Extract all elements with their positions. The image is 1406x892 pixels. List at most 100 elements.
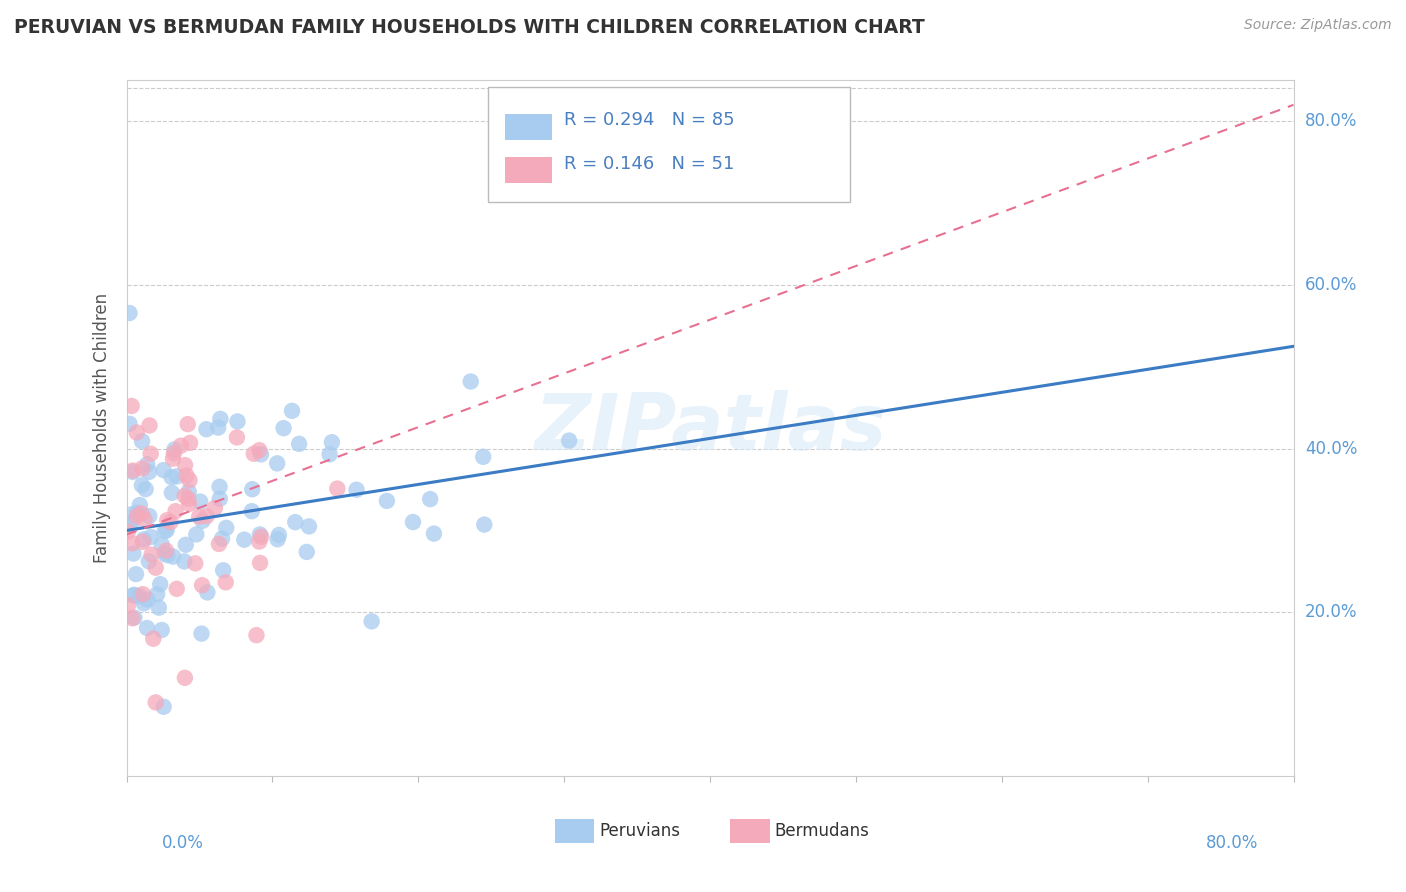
Point — [215, 521, 238, 535]
Point — [174, 458, 197, 472]
Y-axis label: Family Households with Children: Family Households with Children — [93, 293, 111, 563]
Point — [146, 587, 169, 601]
FancyBboxPatch shape — [730, 819, 769, 843]
Point — [208, 537, 231, 551]
Point — [472, 450, 495, 464]
Point — [163, 446, 186, 460]
Point — [138, 509, 160, 524]
Point — [346, 483, 368, 497]
Point — [209, 412, 232, 426]
Point — [139, 447, 162, 461]
Point — [141, 548, 163, 562]
Point — [136, 621, 159, 635]
Point — [190, 626, 212, 640]
Point — [159, 515, 181, 529]
Point — [250, 447, 273, 461]
Point — [266, 533, 288, 547]
Point — [240, 504, 263, 518]
Text: Peruvians: Peruvians — [599, 822, 681, 840]
Point — [321, 435, 343, 450]
Point — [131, 434, 153, 449]
Point — [156, 523, 179, 537]
FancyBboxPatch shape — [555, 819, 595, 843]
Text: R = 0.146   N = 51: R = 0.146 N = 51 — [564, 155, 734, 173]
Point — [179, 435, 201, 450]
Point — [117, 524, 139, 539]
Point — [152, 463, 174, 477]
Point — [174, 671, 197, 685]
Point — [155, 543, 177, 558]
Point — [145, 695, 167, 709]
Point — [163, 442, 186, 457]
Point — [153, 524, 176, 539]
Point — [184, 557, 207, 571]
Point — [298, 519, 321, 533]
Point — [191, 578, 214, 592]
Point — [247, 534, 270, 549]
Point — [284, 515, 307, 529]
Point — [247, 443, 270, 458]
Point — [173, 489, 195, 503]
Point — [166, 469, 188, 483]
Point — [326, 482, 349, 496]
Text: ZIPatlas: ZIPatlas — [534, 390, 886, 467]
Text: PERUVIAN VS BERMUDAN FAMILY HOUSEHOLDS WITH CHILDREN CORRELATION CHART: PERUVIAN VS BERMUDAN FAMILY HOUSEHOLDS W… — [14, 18, 925, 37]
Point — [160, 470, 183, 484]
Point — [118, 417, 141, 431]
Point — [136, 592, 159, 607]
Point — [281, 404, 304, 418]
Point — [120, 516, 142, 530]
Point — [174, 538, 197, 552]
Point — [211, 532, 233, 546]
Point — [267, 528, 290, 542]
Point — [249, 527, 271, 541]
Point — [118, 306, 141, 320]
Point — [120, 518, 142, 533]
Point — [131, 507, 153, 521]
Point — [195, 585, 218, 599]
Point — [121, 536, 143, 550]
Point — [240, 482, 263, 496]
Point — [125, 509, 148, 524]
Point — [243, 447, 266, 461]
Point — [419, 492, 441, 507]
Point — [132, 587, 155, 601]
Point — [177, 497, 200, 511]
Point — [156, 548, 179, 562]
Point — [188, 494, 211, 508]
Point — [121, 611, 143, 625]
Point — [131, 478, 153, 492]
Point — [249, 556, 271, 570]
Point — [125, 506, 148, 520]
Point — [360, 615, 382, 629]
Point — [318, 447, 340, 461]
Point — [558, 434, 581, 448]
Point — [138, 554, 160, 568]
Point — [204, 500, 226, 515]
Text: 60.0%: 60.0% — [1305, 276, 1358, 294]
Point — [124, 588, 146, 602]
Point — [166, 582, 188, 596]
Point — [156, 513, 179, 527]
Point — [132, 596, 155, 610]
Point — [160, 485, 183, 500]
FancyBboxPatch shape — [488, 87, 851, 202]
Text: 0.0%: 0.0% — [162, 834, 204, 852]
Point — [245, 628, 267, 642]
Text: R = 0.294   N = 85: R = 0.294 N = 85 — [564, 111, 735, 129]
Point — [191, 514, 214, 528]
Point — [120, 508, 142, 522]
Point — [233, 533, 256, 547]
Point — [266, 456, 288, 470]
Text: 20.0%: 20.0% — [1305, 603, 1358, 622]
Point — [273, 421, 295, 435]
Point — [121, 399, 143, 413]
Point — [288, 437, 311, 451]
Point — [134, 512, 156, 526]
Point — [138, 465, 160, 479]
Text: Bermudans: Bermudans — [775, 822, 869, 840]
Point — [188, 509, 211, 524]
Text: 80.0%: 80.0% — [1305, 112, 1358, 130]
Point — [139, 530, 162, 544]
Point — [121, 464, 143, 478]
